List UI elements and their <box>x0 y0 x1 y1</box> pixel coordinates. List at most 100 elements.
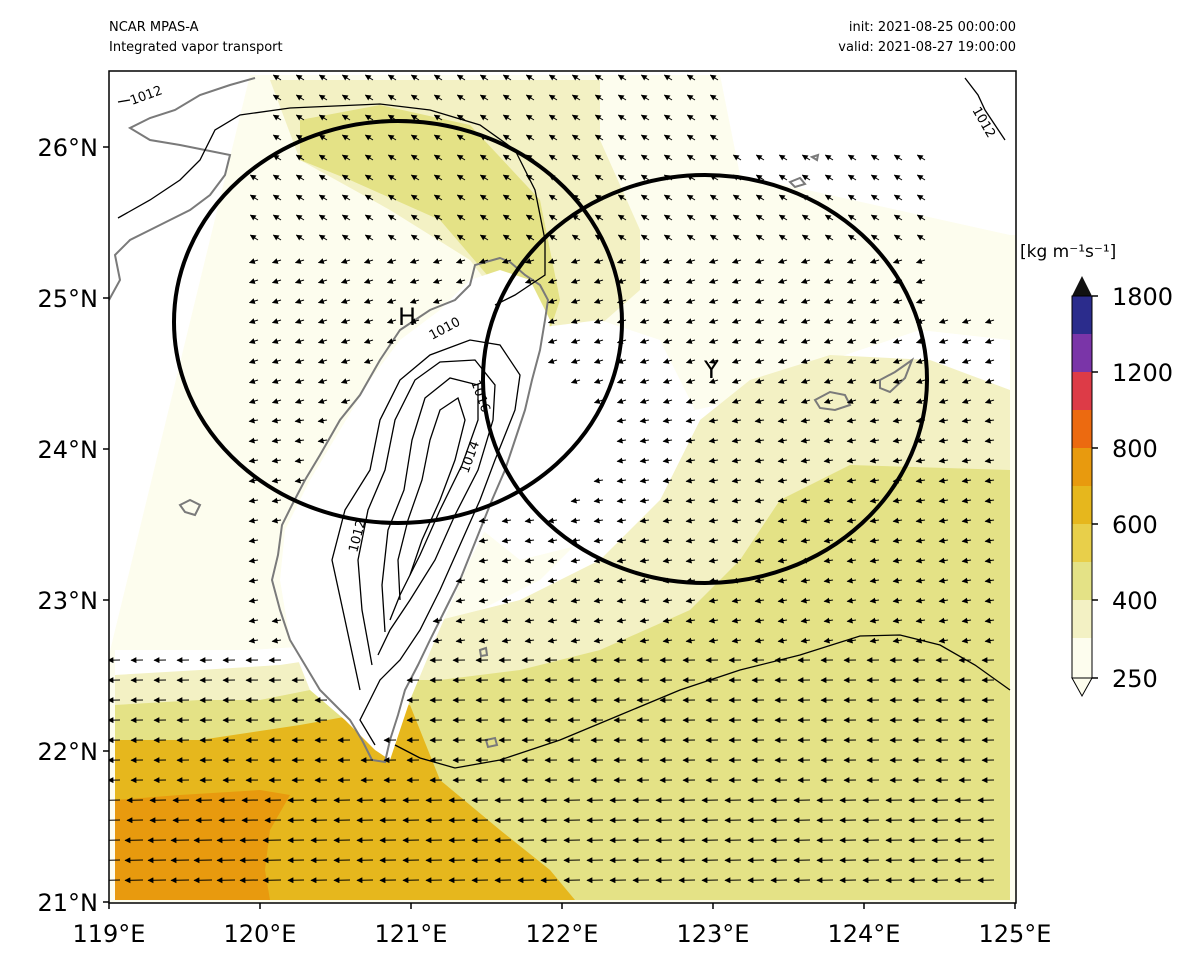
ivt-vector <box>847 234 857 241</box>
valid-time: valid: 2021-08-27 19:00:00 <box>838 40 1016 55</box>
contour-ne <box>964 77 1006 141</box>
ivt-vector <box>800 338 811 344</box>
ivt-vector <box>570 637 581 644</box>
ivt-vector <box>524 577 535 584</box>
ivt-vector <box>455 577 466 584</box>
ivt-vector <box>755 234 765 241</box>
ivt-vector <box>708 597 719 604</box>
ivt-vector <box>869 477 880 484</box>
ivt-vector <box>271 318 282 324</box>
ivt-vector <box>869 417 880 424</box>
ivt-vector <box>639 417 650 424</box>
ivt-vector <box>685 378 696 384</box>
ivt-vector <box>593 497 604 504</box>
ivt-vector <box>961 517 972 524</box>
ivt-vector <box>961 437 972 444</box>
ivt-vector <box>984 457 995 464</box>
ivt-vector <box>593 258 604 264</box>
ivt-vector <box>708 358 719 364</box>
ivt-vector <box>501 577 512 584</box>
ivt-vector <box>915 557 926 564</box>
ivt-vector <box>295 154 305 161</box>
ivt-vector <box>685 298 696 304</box>
ivt-vector <box>593 338 604 344</box>
ivt-vector <box>617 134 627 141</box>
ivt-vector <box>639 298 650 304</box>
ivt-vector <box>846 298 857 304</box>
ivt-vector <box>570 358 581 364</box>
ivt-vector <box>686 74 696 81</box>
ivt-vector <box>409 258 420 264</box>
ivt-vector <box>364 134 374 141</box>
ivt-vector <box>639 577 650 584</box>
ivt-vector <box>616 637 627 644</box>
ivt-vector <box>846 358 857 364</box>
ivt-vector <box>502 74 512 81</box>
ivt-vector <box>892 457 903 464</box>
ivt-vector <box>708 497 719 504</box>
ivt-vector <box>731 338 742 344</box>
green-island <box>484 736 499 749</box>
ivt-vector <box>685 537 696 544</box>
ivt-vector <box>409 318 420 324</box>
ivt-vector <box>341 134 351 141</box>
ivt-vector <box>708 417 719 424</box>
ivt-vector <box>823 637 834 644</box>
ivt-vector <box>455 597 466 604</box>
ivt-vector <box>272 214 282 221</box>
ivt-vector <box>616 537 627 544</box>
ivt-vector <box>318 94 328 101</box>
ivt-vector <box>800 537 811 544</box>
ivt-vector <box>341 234 351 241</box>
ivt-vector <box>640 114 650 121</box>
ivt-vector <box>870 214 880 221</box>
ivt-vector <box>892 497 903 504</box>
ivt-vector <box>777 477 788 484</box>
ivt-vector <box>824 214 834 221</box>
ivt-vector <box>571 114 581 121</box>
ivt-vector <box>294 437 305 444</box>
cb-label-1800: 1800 <box>1112 283 1173 311</box>
ivt-vector <box>846 378 857 384</box>
ivt-vector <box>547 338 558 344</box>
ivt-vector <box>984 497 995 504</box>
ivt-vector <box>640 194 650 201</box>
ivt-vector <box>501 517 512 524</box>
ivt-vector <box>547 637 558 644</box>
ivt-vector <box>456 174 466 181</box>
ivt-vector <box>938 557 949 564</box>
ivt-vector <box>639 477 650 484</box>
ivt-vector <box>548 214 558 221</box>
ivt-vector <box>685 437 696 444</box>
ivt-vector <box>846 398 857 404</box>
ivt-vector <box>248 617 259 624</box>
ivt-vector <box>846 417 857 424</box>
ivt-vector <box>892 637 903 644</box>
ivt-vector <box>639 617 650 624</box>
ivt-vector <box>387 194 397 201</box>
ivt-vector <box>847 174 857 181</box>
ivt-vector <box>317 318 328 324</box>
ivt-vector <box>869 597 880 604</box>
ivt-vector <box>639 258 650 264</box>
ivt-vector <box>731 258 742 264</box>
ivt-vector <box>502 194 512 201</box>
ivt-vector <box>686 134 696 141</box>
ivt-vector <box>961 417 972 424</box>
ivt-vector <box>801 174 811 181</box>
ivt-vector <box>754 537 765 544</box>
ivt-vector <box>662 457 673 464</box>
ivt-vector <box>685 358 696 364</box>
ivt-vector <box>501 597 512 604</box>
ivt-vector <box>570 577 581 584</box>
ivt-vector <box>410 94 420 101</box>
ivt-vector <box>778 174 788 181</box>
ivt-vector <box>340 258 351 264</box>
ivt-vector <box>685 398 696 404</box>
ivt-vector <box>593 637 604 644</box>
ivt-vector <box>317 417 328 424</box>
ivt-vector <box>248 517 259 524</box>
ivt-vector <box>708 318 719 324</box>
ivt-vector <box>870 154 880 161</box>
ivt-vector <box>593 477 604 484</box>
